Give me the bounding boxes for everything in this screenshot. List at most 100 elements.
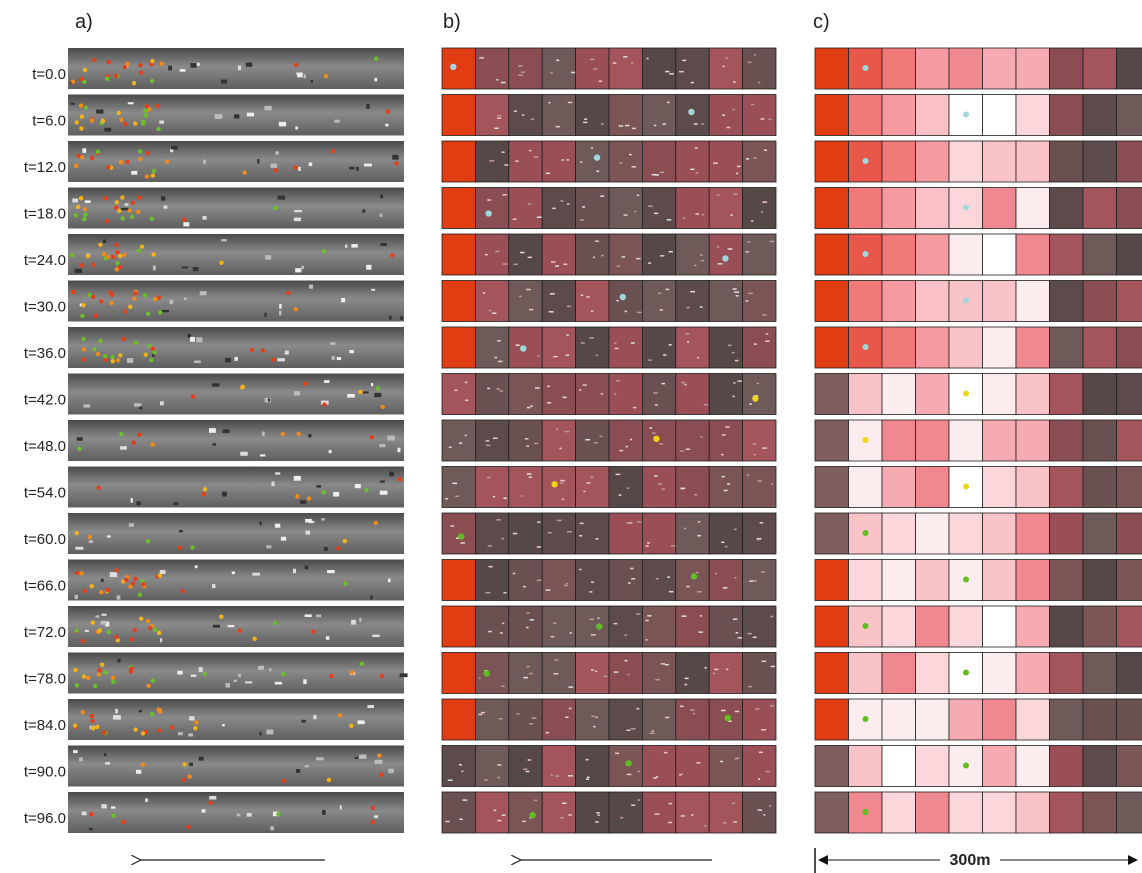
speckle [530,619,535,621]
cell [442,48,475,89]
speckle [522,114,524,116]
panel-label: a) [75,11,93,33]
speckle [751,104,754,106]
speckle [85,200,91,203]
speckle [747,633,752,635]
speckle [752,443,756,445]
vehicle [86,676,90,680]
speckle [593,726,595,728]
speckle [630,568,634,570]
vehicle [151,173,155,177]
speckle [375,760,383,764]
speckle [313,715,316,719]
vehicle [91,263,95,267]
vehicle [121,820,125,824]
vehicle [75,120,79,124]
vehicle [114,74,118,78]
probe-dot [594,154,600,160]
vehicle [119,160,123,164]
vehicle [74,628,78,632]
vehicle [76,205,80,209]
speckle [664,752,668,754]
speckle [495,251,499,253]
speckle [687,341,689,343]
cell [475,560,508,601]
cell [676,560,709,601]
speckle [769,805,771,807]
speckle [305,519,312,522]
speckle [756,383,759,385]
vehicle [165,159,169,163]
speckle [104,128,111,132]
cell [609,560,642,601]
speckle [195,565,198,568]
vehicle [379,773,383,777]
speckle [691,82,694,84]
rows: t=0.0t=6.0t=12.0t=18.0t=24.0t=30.0t=36.0… [24,48,1142,833]
row: t=66.0 [24,560,1142,601]
cell [743,374,776,415]
cell [509,746,542,787]
speckle [316,485,321,487]
vehicle [110,355,114,359]
cell [949,141,983,182]
speckle [503,263,508,265]
speckle [305,566,309,570]
speckle [624,214,628,216]
speckle [737,380,742,382]
speckle [630,439,632,441]
cell [983,560,1017,601]
vehicle [139,616,143,620]
cell [442,792,475,833]
cell [1016,792,1050,833]
speckle [349,350,354,353]
vehicle [97,668,101,672]
speckle [725,546,728,548]
speckle [770,666,775,668]
speckle [398,448,401,452]
cell [509,420,542,461]
vehicle [80,263,84,267]
cell [949,234,983,275]
speckle [95,615,99,617]
vehicle [95,725,99,729]
vehicle [151,678,155,682]
speckle [717,246,719,248]
speckle [727,127,731,129]
vehicle [115,267,119,271]
cell [849,653,883,694]
speckle [681,382,685,384]
cell [475,513,508,554]
cell [542,699,575,740]
vehicle [98,243,102,247]
vehicle [105,76,109,80]
speckle [715,573,717,575]
cell [542,560,575,601]
speckle [681,815,685,817]
speckle [213,443,217,445]
cell [542,234,575,275]
speckle [113,715,121,720]
vehicle [101,119,105,123]
cell [475,141,508,182]
speckle [127,358,133,363]
cell [1050,48,1084,89]
cell [1117,48,1142,89]
speckle [620,817,623,819]
speckle [722,114,725,116]
speckle [722,434,726,436]
vehicle [380,674,384,678]
cell [983,327,1017,368]
cell [609,48,642,89]
speckle [631,728,636,730]
probe-dot [963,484,969,490]
vehicle [140,244,144,248]
vehicle [150,79,154,83]
speckle [564,431,569,433]
cell [609,699,642,740]
speckle [579,535,582,537]
cell [609,95,642,136]
speckle [145,798,148,802]
road-strip [68,188,404,229]
cell [475,653,508,694]
